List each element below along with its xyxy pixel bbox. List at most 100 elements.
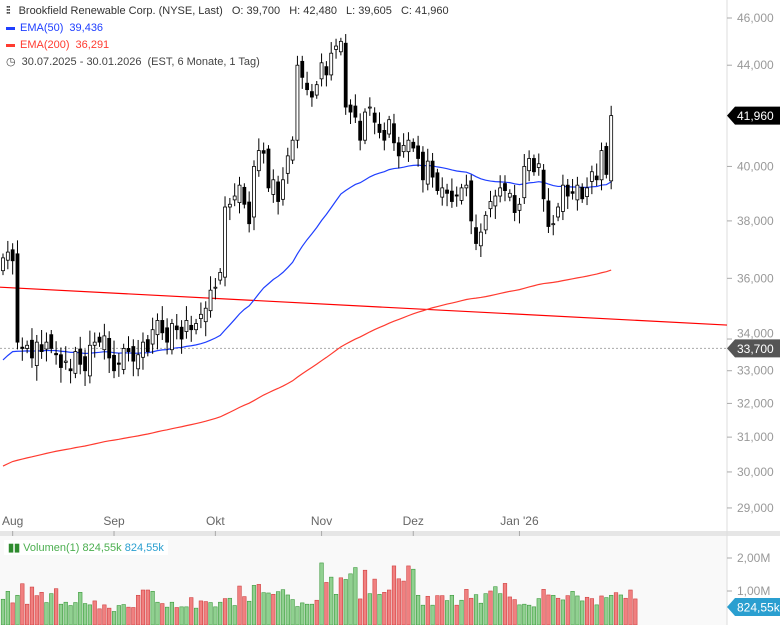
candle-body <box>464 184 469 189</box>
candle <box>604 142 609 179</box>
volume-bar <box>29 586 35 625</box>
candle-body <box>589 171 594 182</box>
volume-bar <box>488 590 493 625</box>
high-value: H: 42,480 <box>289 5 337 17</box>
volume-bar <box>314 599 319 625</box>
candle-body <box>276 181 281 202</box>
volume-bar <box>396 578 401 625</box>
candle <box>421 146 425 193</box>
y-tick-label: 40,000 <box>737 159 774 173</box>
volume-bar <box>391 565 397 625</box>
volume-bar <box>111 611 117 625</box>
volume-bar <box>193 607 199 625</box>
candle-body <box>551 223 556 226</box>
candle <box>305 71 309 96</box>
candle-body <box>194 323 198 331</box>
candle-body <box>107 337 112 359</box>
candle <box>174 314 179 340</box>
candle <box>145 334 150 357</box>
volume-bar <box>237 585 242 625</box>
candle <box>141 332 145 370</box>
volume-bar <box>140 589 146 625</box>
candle <box>261 142 266 164</box>
volume-bar <box>387 589 392 625</box>
ema200-legend[interactable]: EMA(200) 36,291 <box>6 39 115 51</box>
ema50-legend[interactable]: EMA(50) 39,436 <box>6 22 109 34</box>
candle <box>324 61 329 87</box>
volume-bar <box>87 604 92 625</box>
candle <box>223 196 227 287</box>
candle-body <box>116 362 121 365</box>
volume-badge <box>727 598 780 616</box>
volume-bar <box>353 567 358 625</box>
volume-bar <box>261 592 266 625</box>
volume-bar <box>280 589 286 625</box>
candle <box>25 340 30 354</box>
candle <box>179 320 184 354</box>
volume-bar <box>251 585 257 625</box>
volume-bar <box>449 594 454 625</box>
volume-bar <box>68 605 73 625</box>
candle-body <box>39 344 44 352</box>
volume-bar <box>300 602 305 625</box>
candle <box>401 133 406 158</box>
candle-body <box>5 251 10 261</box>
candle <box>155 313 160 350</box>
candle-body <box>609 115 614 182</box>
candle-body <box>281 179 285 200</box>
volume-bar <box>222 598 228 625</box>
volume-bar <box>536 598 541 625</box>
candle <box>406 132 411 162</box>
volume-bar <box>628 589 633 625</box>
candle <box>92 332 97 358</box>
candle-body <box>179 326 184 340</box>
candle-body <box>411 141 416 149</box>
candle-body <box>580 186 585 200</box>
candle-body <box>396 142 401 157</box>
candle-body <box>54 353 58 356</box>
pane-separator <box>0 531 780 536</box>
candle <box>459 183 464 205</box>
candle-body <box>517 203 522 211</box>
candle-body <box>87 344 92 377</box>
candle <box>160 306 165 340</box>
candle <box>68 358 73 384</box>
candle-body <box>392 123 396 144</box>
candle-body <box>256 150 261 172</box>
candle <box>387 115 392 138</box>
candle <box>599 142 604 191</box>
candle-body <box>561 184 565 212</box>
volume-bar <box>507 596 512 625</box>
volume-bar <box>560 599 566 625</box>
volume-badge-text: 824,55k <box>737 601 780 615</box>
candle-body <box>1 257 5 272</box>
y-tick-label: 44,000 <box>737 58 774 72</box>
volume-bar <box>309 603 315 625</box>
volume-bar <box>517 604 522 625</box>
volume-bar <box>440 595 445 625</box>
range-legend: ◷ 30.07.2025 - 30.01.2026 (EST, 6 Monate, … <box>6 55 266 68</box>
volume-bar <box>131 607 136 625</box>
volume-legend[interactable]: ▮▮ Volumen(1) 824,55k 824,55k <box>4 540 168 555</box>
candle-body <box>604 146 609 175</box>
candle <box>488 190 493 218</box>
y-tick-label: 32,000 <box>737 396 774 410</box>
candle-body <box>208 289 213 312</box>
x-tick-label: Okt <box>206 514 225 528</box>
y-tick-label: 30,000 <box>737 465 774 479</box>
candle-body <box>34 341 39 366</box>
volume-bar <box>97 608 102 625</box>
y-tick-label: 38,000 <box>737 214 774 228</box>
candle <box>541 164 546 212</box>
candle-body <box>145 339 150 352</box>
candle-body <box>363 111 367 141</box>
candle <box>218 268 223 285</box>
range-info: (EST, 6 Monate, 1 Tag) <box>147 56 260 68</box>
candle <box>194 318 198 335</box>
candle <box>83 349 87 386</box>
candle-body <box>15 253 20 343</box>
ema200-value: 36,291 <box>75 39 110 51</box>
candle-body <box>367 106 372 109</box>
candle-body <box>290 139 295 161</box>
